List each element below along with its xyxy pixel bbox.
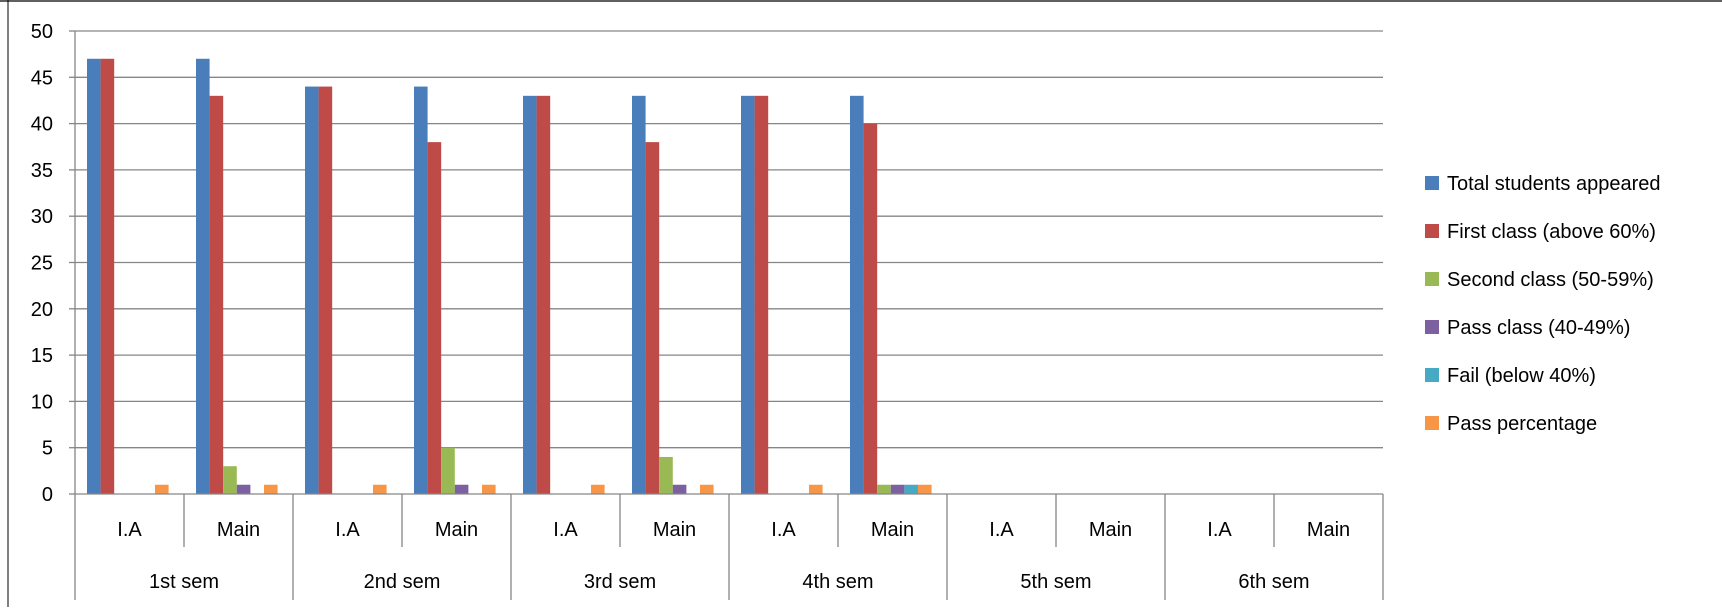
x-group-label: 4th sem <box>802 571 873 593</box>
bar <box>522 95 537 494</box>
y-tick-label: 10 <box>31 391 53 413</box>
bar <box>863 123 878 494</box>
bar <box>236 484 251 494</box>
bar <box>454 484 469 494</box>
gridlines <box>75 30 1383 449</box>
bar <box>849 95 864 494</box>
bar <box>808 484 823 494</box>
axes <box>69 30 1384 600</box>
bar <box>223 466 237 494</box>
x-group-label: 3rd sem <box>584 571 656 593</box>
bar <box>890 484 905 494</box>
bar <box>441 447 455 494</box>
legend-label: Total students appeared <box>1447 173 1661 195</box>
x-category-label: Main <box>1089 519 1132 541</box>
bar <box>590 484 605 494</box>
y-tick-labels: 0 5 10 15 20 25 30 35 40 45 50 <box>31 21 53 506</box>
bar <box>304 86 319 494</box>
y-tick-label: 30 <box>31 206 53 228</box>
bar <box>86 58 101 494</box>
x-category-label: Main <box>653 519 696 541</box>
y-tick-label: 35 <box>31 160 53 182</box>
legend-swatch <box>1425 272 1439 286</box>
bar <box>154 484 169 494</box>
bar <box>263 484 278 494</box>
x-category-label: Main <box>871 519 914 541</box>
x-group-label: 5th sem <box>1020 571 1091 593</box>
x-category-label: I.A <box>771 519 796 541</box>
x-category-label: I.A <box>553 519 578 541</box>
bar <box>481 484 496 494</box>
y-tick-label: 25 <box>31 253 53 275</box>
x-category-label: I.A <box>989 519 1014 541</box>
x-category-label: I.A <box>1207 519 1232 541</box>
y-tick-label: 45 <box>31 67 53 89</box>
y-tick-label: 5 <box>42 438 53 460</box>
legend-swatch <box>1425 224 1439 238</box>
x-group-label: 1st sem <box>149 571 219 593</box>
x-category-label: I.A <box>117 519 142 541</box>
bar <box>318 86 333 494</box>
y-tick-label: 50 <box>31 21 53 43</box>
bars <box>86 58 932 494</box>
bar <box>917 484 932 494</box>
bar <box>877 484 891 494</box>
legend-label: Pass percentage <box>1447 413 1597 435</box>
x-category-label: Main <box>217 519 260 541</box>
bar <box>195 58 210 494</box>
legend: Total students appeared First class (abov… <box>1425 173 1661 435</box>
bar <box>209 95 224 494</box>
bar <box>672 484 687 494</box>
bar <box>631 95 646 494</box>
bar <box>904 484 918 494</box>
bar <box>754 95 769 494</box>
bar <box>740 95 755 494</box>
legend-label: First class (above 60%) <box>1447 221 1656 243</box>
bar <box>427 142 442 494</box>
legend-swatch <box>1425 320 1439 334</box>
bar <box>699 484 714 494</box>
legend-swatch <box>1425 176 1439 190</box>
x-group-label: 2nd sem <box>364 571 441 593</box>
x-category-label: Main <box>1307 519 1350 541</box>
x-category-label: Main <box>435 519 478 541</box>
y-tick-label: 20 <box>31 299 53 321</box>
x-group-label: 6th sem <box>1238 571 1309 593</box>
bar <box>645 142 660 494</box>
y-tick-label: 0 <box>42 484 53 506</box>
bar <box>659 456 673 494</box>
x-category-label: I.A <box>335 519 360 541</box>
legend-swatch <box>1425 368 1439 382</box>
bar <box>413 86 428 494</box>
legend-label: Second class (50-59%) <box>1447 269 1654 291</box>
x-tick-labels: I.A Main I.A Main I.A Main I.A Main I.A Main I.A Ma… <box>117 519 1350 593</box>
legend-label: Pass class (40-49%) <box>1447 317 1630 339</box>
y-tick-label: 15 <box>31 345 53 367</box>
bar <box>536 95 551 494</box>
bar <box>372 484 387 494</box>
legend-label: Fail (below 40%) <box>1447 365 1596 387</box>
legend-swatch <box>1425 416 1439 430</box>
y-tick-label: 40 <box>31 114 53 136</box>
bar <box>100 58 115 494</box>
